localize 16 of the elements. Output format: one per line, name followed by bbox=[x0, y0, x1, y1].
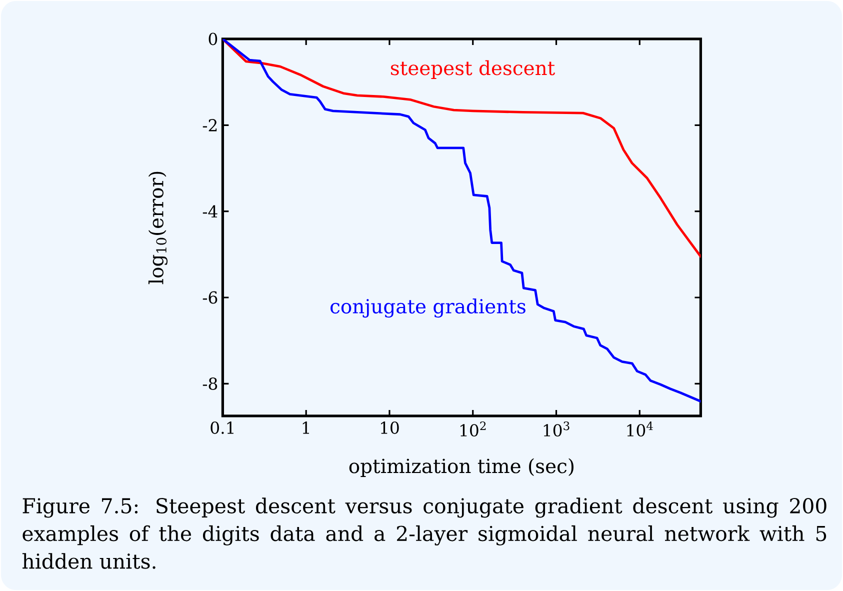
x-axis-title: optimization time (sec) bbox=[349, 458, 574, 478]
y-tick-label: -8 bbox=[202, 377, 218, 390]
x-tick-label: 10$^{3}$ bbox=[544, 422, 570, 437]
x-tick-label: 10$^{4}$ bbox=[627, 422, 653, 437]
caption: Figure 7.5: Steepest descent versus conjugate gradient descent using 200 examples of the digits data and a 2-layer sigmoidal neural network with 5 hidden units. bbox=[22, 498, 826, 569]
x-tick-label: 1 bbox=[302, 422, 309, 434]
y-tick-label: 0 bbox=[208, 32, 218, 46]
y-axis-title: log$_{10}$(error) bbox=[148, 172, 168, 284]
series-label: conjugate gradients bbox=[330, 298, 526, 318]
y-tick-label: -6 bbox=[202, 291, 218, 304]
x-tick-label: 0.1 bbox=[210, 422, 234, 434]
y-tick-label: -4 bbox=[202, 205, 218, 218]
x-tick-label: 10 bbox=[381, 422, 399, 434]
y-tick-label: -2 bbox=[202, 119, 217, 132]
x-tick-label: 10$^{2}$ bbox=[460, 422, 486, 437]
series-label: steepest descent bbox=[390, 60, 555, 80]
